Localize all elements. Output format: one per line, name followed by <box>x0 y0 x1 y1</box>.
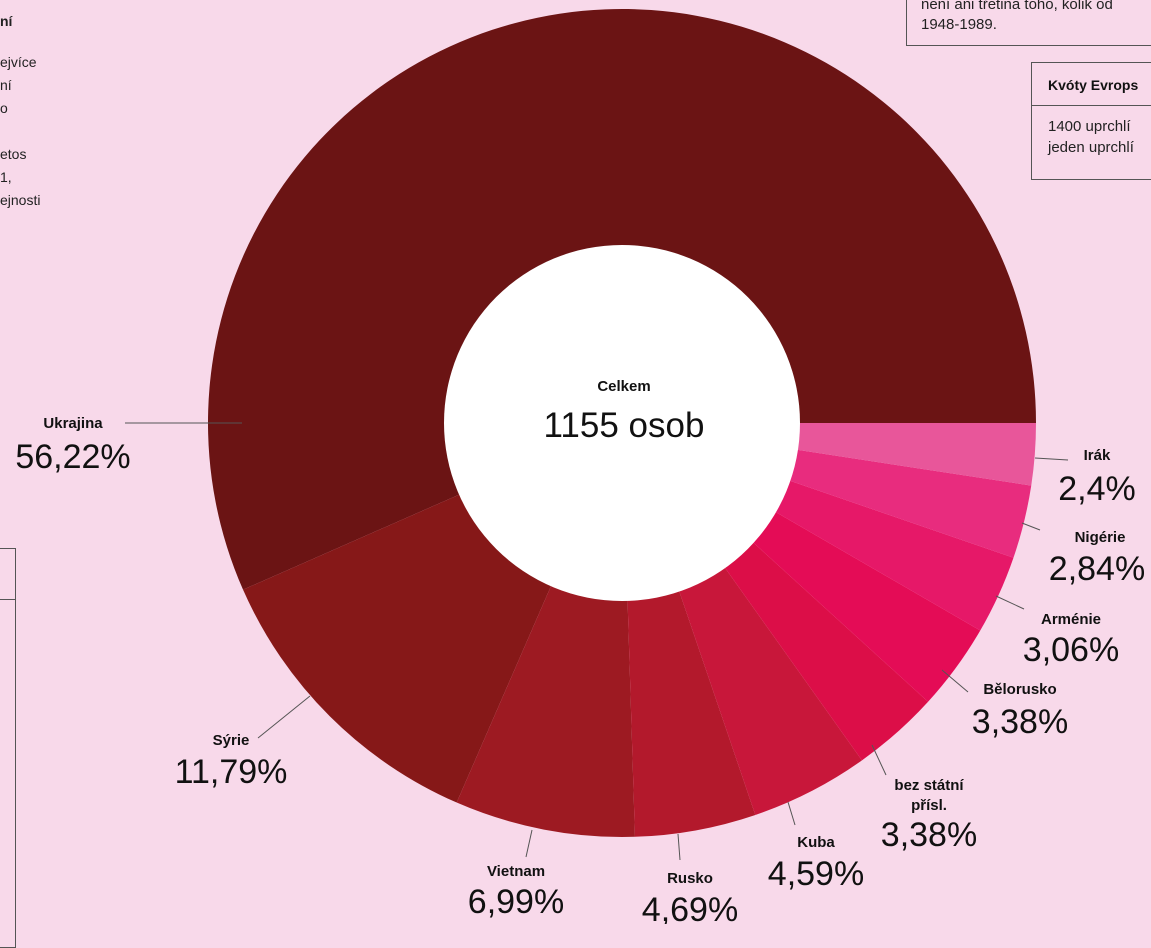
slice-name-kuba: Kuba <box>797 834 835 851</box>
left-line: 1, <box>0 169 12 185</box>
left-line: ní <box>0 77 12 93</box>
leader-line-bez-statni-prisl <box>871 744 887 776</box>
slice-name-bez-statni-prisl: bez státní <box>894 777 964 794</box>
slice-value-irak: 2,4% <box>1058 470 1136 508</box>
slice-value-kuba: 4,59% <box>768 855 864 893</box>
top-box-line: není ani třetina toho, kolik od <box>921 0 1113 13</box>
quota-box-line: jeden uprchlí <box>1048 139 1134 156</box>
quota-box-title: Kvóty Evrops <box>1032 63 1151 106</box>
leader-line-rusko <box>677 833 681 861</box>
left-heading: ní <box>0 13 13 29</box>
slice-name-belorusko: Bělorusko <box>983 681 1056 698</box>
leader-line-nigerie <box>1021 522 1041 531</box>
labels-group: Ukrajina 56,22% Sýrie 11,79% Vietnam 6,99% Rus… <box>15 415 1145 924</box>
slice-value-armenie: 3,06% <box>1023 631 1119 669</box>
top-box-line: 1948-1989. <box>921 16 997 33</box>
left-line: ejvíce <box>0 54 37 70</box>
donut-chart: Celkem 1155 osob Ukrajina 56,22% Sýrie 11,7… <box>15 9 1145 924</box>
slice-value-nigerie: 2,84% <box>1049 550 1145 588</box>
slice-name-armenie: Arménie <box>1041 611 1101 628</box>
slice-value-ukrajina: 56,22% <box>15 438 130 476</box>
slice-value-bez-statni-prisl: 3,38% <box>881 816 977 854</box>
left-line: etos <box>0 146 27 162</box>
center-title: Celkem <box>597 378 650 395</box>
leader-line-armenie <box>995 595 1025 610</box>
center-total: 1155 osob <box>544 406 705 445</box>
slice-name-irak: Irák <box>1084 447 1111 464</box>
leader-line-vietnam <box>525 829 533 858</box>
slice-value-belorusko: 3,38% <box>972 703 1068 741</box>
quota-info-box: Kvóty Evrops 1400 uprchlí jeden uprchlí <box>1031 62 1151 180</box>
slice-name-syrie: Sýrie <box>213 732 250 749</box>
leader-line-syrie <box>257 695 311 739</box>
leader-line-irak <box>1034 457 1069 461</box>
leader-line-belorusko <box>941 669 969 693</box>
leader-line-kuba <box>787 801 796 826</box>
slice-name-nigerie: Nigérie <box>1075 529 1126 546</box>
slice-value-rusko: 4,69% <box>642 891 738 924</box>
donut-hole <box>444 245 800 601</box>
slice-name-vietnam: Vietnam <box>487 863 545 880</box>
slice-value-syrie: 11,79% <box>175 753 288 791</box>
slice-value-vietnam: 6,99% <box>468 883 564 921</box>
slice-name-bez-statni-prisl: přísl. <box>911 797 947 814</box>
top-info-box: není ani třetina toho, kolik od 1948-198… <box>906 0 1151 46</box>
left-line: o <box>0 100 8 116</box>
slice-name-ukrajina: Ukrajina <box>43 415 103 432</box>
slice-name-rusko: Rusko <box>667 870 713 887</box>
left-article-text: ní ejvíce ní o etos 1, ejnosti <box>0 10 60 212</box>
left-box-divider <box>0 599 15 600</box>
quota-box-body: 1400 uprchlí jeden uprchlí <box>1032 106 1151 158</box>
quota-box-line: 1400 uprchlí <box>1048 118 1131 135</box>
left-line: ejnosti <box>0 192 41 208</box>
